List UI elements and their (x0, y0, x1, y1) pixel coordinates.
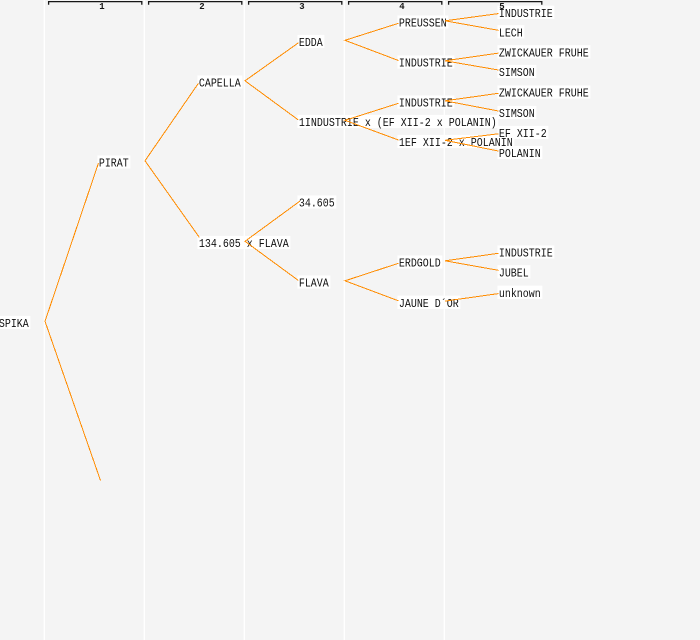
svg-text:INDUSTRIE: INDUSTRIE (499, 7, 553, 21)
svg-text:ZWICKAUER FRUHE: ZWICKAUER FRUHE (499, 46, 589, 60)
svg-text:1: 1 (99, 2, 105, 12)
svg-text:2: 2 (199, 2, 204, 12)
svg-text:3: 3 (299, 2, 304, 12)
svg-text:SIMSON: SIMSON (499, 107, 535, 121)
svg-text:EF XII-2: EF XII-2 (499, 127, 547, 141)
svg-text:34.605: 34.605 (299, 196, 335, 210)
svg-text:1INDUSTRIE x (EF XII-2 x POLAN: 1INDUSTRIE x (EF XII-2 x POLANIN) (299, 116, 497, 130)
svg-text:134.605 x FLAVA: 134.605 x FLAVA (199, 237, 289, 251)
svg-text:unknown: unknown (499, 287, 541, 301)
svg-text:SIMSON: SIMSON (499, 66, 535, 80)
svg-text:POLANIN: POLANIN (499, 147, 541, 161)
svg-text:5: 5 (499, 2, 504, 12)
svg-text:JUBEL: JUBEL (499, 266, 529, 280)
svg-text:ERDGOLD: ERDGOLD (399, 256, 441, 270)
svg-text:PIRAT: PIRAT (99, 156, 129, 170)
svg-text:LECH: LECH (499, 26, 523, 40)
svg-text:INDUSTRIE: INDUSTRIE (499, 246, 553, 260)
svg-text:EDDA: EDDA (299, 36, 323, 50)
svg-text:CAPELLA: CAPELLA (199, 76, 241, 90)
svg-text:SPIKA: SPIKA (0, 317, 29, 331)
svg-text:JAUNE D´OR: JAUNE D´OR (399, 297, 459, 311)
svg-text:INDUSTRIE: INDUSTRIE (399, 56, 453, 70)
svg-text:FLAVA: FLAVA (299, 276, 329, 290)
svg-text:INDUSTRIE: INDUSTRIE (399, 96, 453, 110)
svg-text:ZWICKAUER FRUHE: ZWICKAUER FRUHE (499, 86, 589, 100)
svg-text:PREUSSEN: PREUSSEN (399, 16, 447, 30)
svg-text:4: 4 (399, 2, 405, 12)
